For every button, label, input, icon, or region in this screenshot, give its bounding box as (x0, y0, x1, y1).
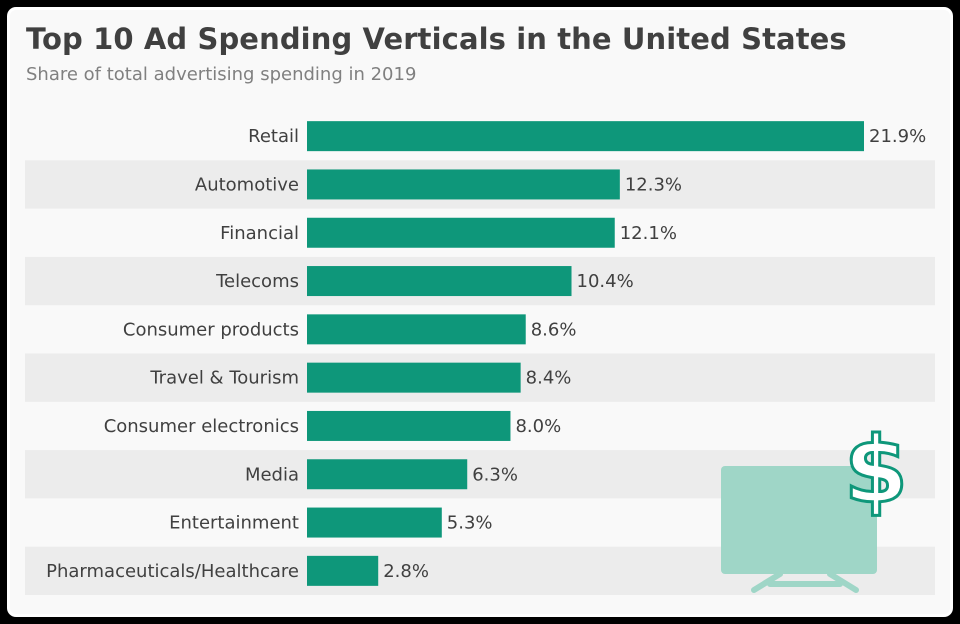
value-label: 2.8% (383, 561, 429, 582)
value-label: 6.3% (472, 464, 518, 485)
chart-title: Top 10 Ad Spending Verticals in the Unit… (26, 22, 847, 56)
bar (307, 217, 615, 248)
category-label: Media (245, 464, 299, 485)
bar (307, 507, 442, 538)
bar (307, 266, 572, 297)
category-label: Telecoms (215, 271, 299, 292)
chart-card: Top 10 Ad Spending Verticals in the Unit… (10, 10, 950, 614)
dollar-sign: $ (844, 417, 908, 524)
bar (307, 362, 521, 393)
tv-dollar-icon: $ (721, 416, 910, 593)
chart-subtitle: Share of total advertising spending in 2… (26, 64, 417, 85)
bar (307, 410, 511, 441)
category-label: Retail (248, 126, 299, 147)
bar (307, 121, 864, 152)
bar (307, 169, 620, 200)
category-label: Consumer products (123, 319, 299, 340)
bar (307, 459, 468, 490)
category-label: Financial (220, 223, 299, 244)
bar (307, 555, 379, 586)
tv-screen (721, 466, 877, 574)
value-label: 12.3% (625, 174, 682, 195)
value-label: 8.4% (526, 368, 572, 389)
bar-chart: Retail 21.9% Automotive 12.3% Financial 12.1%… (25, 121, 935, 595)
category-label: Consumer electronics (104, 416, 299, 437)
category-label: Automotive (195, 174, 299, 195)
value-label: 21.9% (869, 126, 926, 147)
value-label: 12.1% (620, 223, 677, 244)
value-label: 8.6% (531, 319, 577, 340)
category-label: Entertainment (169, 513, 299, 534)
bar (307, 314, 526, 345)
value-label: 5.3% (447, 513, 493, 534)
category-label: Travel & Tourism (149, 368, 299, 389)
value-label: 8.0% (515, 416, 561, 437)
category-label: Pharmaceuticals/Healthcare (46, 561, 299, 582)
value-label: 10.4% (577, 271, 634, 292)
tv-stand (751, 571, 859, 593)
